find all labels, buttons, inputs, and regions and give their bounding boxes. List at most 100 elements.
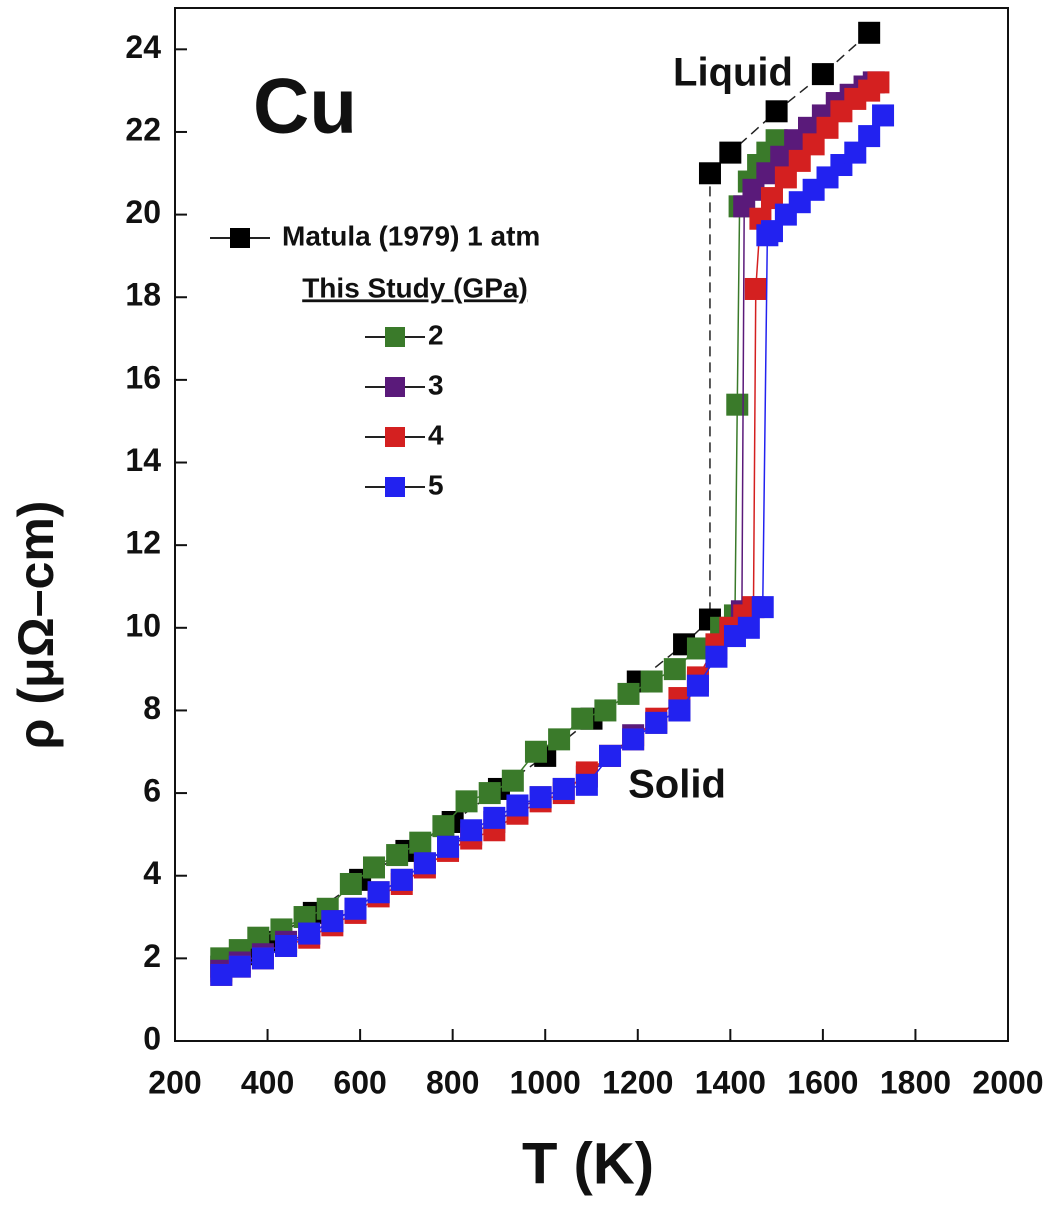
data-point — [321, 910, 344, 933]
y-tick-label: 6 — [143, 773, 161, 809]
data-point — [698, 162, 721, 185]
data-point — [210, 963, 233, 986]
legend-marker — [385, 377, 405, 397]
data-point — [858, 125, 881, 148]
data-point — [802, 133, 825, 156]
x-tick-label: 2000 — [972, 1064, 1043, 1100]
x-axis-label: T (K) — [522, 1131, 654, 1196]
data-point — [756, 162, 779, 185]
legend-label: 5 — [428, 469, 444, 500]
legend-label: 2 — [428, 319, 444, 350]
x-tick-label: 600 — [333, 1064, 386, 1100]
data-point — [552, 777, 575, 800]
data-point — [367, 881, 390, 904]
y-tick-label: 24 — [125, 29, 161, 65]
data-point — [645, 711, 668, 734]
data-point — [872, 104, 895, 127]
y-axis-label: ρ (μΩ–cm) — [8, 501, 64, 750]
data-point — [362, 856, 385, 879]
data-point — [668, 699, 691, 722]
data-point — [816, 116, 839, 139]
data-point — [640, 670, 663, 693]
y-tick-label: 4 — [143, 855, 161, 891]
data-point — [719, 141, 742, 164]
data-point — [228, 955, 251, 978]
data-point — [501, 769, 524, 792]
data-point — [663, 658, 686, 681]
data-point — [293, 906, 316, 929]
data-point — [686, 674, 709, 697]
legend-marker — [230, 228, 250, 248]
legend-title: This Study (GPa) — [302, 272, 528, 303]
data-point — [483, 806, 506, 829]
data-point — [811, 63, 834, 86]
data-point — [575, 773, 598, 796]
y-tick-label: 14 — [125, 442, 161, 478]
annotation: Solid — [628, 763, 726, 807]
data-point — [742, 178, 765, 201]
data-point — [705, 645, 728, 668]
x-tick-label: 800 — [426, 1064, 479, 1100]
y-tick-label: 8 — [143, 690, 161, 726]
data-point — [275, 934, 298, 957]
data-point — [686, 637, 709, 660]
data-point — [437, 835, 460, 858]
data-point — [548, 728, 571, 751]
data-point — [622, 728, 645, 751]
y-tick-label: 18 — [125, 277, 161, 313]
data-point — [413, 852, 436, 875]
x-tick-label: 1000 — [510, 1064, 581, 1100]
x-tick-label: 1600 — [787, 1064, 858, 1100]
data-point — [339, 872, 362, 895]
data-point — [765, 100, 788, 123]
data-point — [765, 129, 788, 152]
legend-marker — [385, 477, 405, 497]
data-point — [760, 220, 783, 243]
legend-marker — [385, 327, 405, 347]
data-point — [298, 922, 321, 945]
data-point — [455, 790, 478, 813]
data-point — [867, 71, 890, 94]
data-point — [529, 786, 552, 809]
y-tick-label: 2 — [143, 938, 161, 974]
data-point — [844, 141, 867, 164]
annotation: Liquid — [673, 51, 793, 95]
legend-label: Matula (1979) 1 atm — [282, 220, 540, 251]
y-tick-label: 12 — [125, 525, 161, 561]
y-tick-label: 0 — [143, 1020, 161, 1056]
data-point — [858, 21, 881, 44]
data-point — [247, 926, 270, 949]
data-point — [774, 166, 797, 189]
data-point — [617, 682, 640, 705]
data-point — [409, 831, 432, 854]
data-point — [460, 819, 483, 842]
data-point — [478, 782, 501, 805]
chart-title: Cu — [253, 62, 357, 150]
legend-label: 3 — [428, 369, 444, 400]
y-tick-label: 22 — [125, 111, 161, 147]
data-point — [599, 744, 622, 767]
data-point — [744, 277, 767, 300]
y-tick-label: 10 — [125, 607, 161, 643]
x-tick-label: 1800 — [880, 1064, 951, 1100]
data-point — [506, 794, 529, 817]
data-point — [737, 616, 760, 639]
x-tick-label: 1400 — [695, 1064, 766, 1100]
x-tick-label: 400 — [241, 1064, 294, 1100]
data-point — [760, 187, 783, 210]
legend-label: 4 — [428, 419, 444, 450]
data-point — [751, 596, 774, 619]
data-point — [788, 149, 811, 172]
data-point — [524, 740, 547, 763]
data-point — [770, 145, 793, 168]
data-point — [390, 868, 413, 891]
data-point — [594, 699, 617, 722]
y-tick-label: 16 — [125, 359, 161, 395]
x-tick-label: 1200 — [602, 1064, 673, 1100]
data-point — [571, 707, 594, 730]
data-point — [251, 947, 274, 970]
data-point — [344, 897, 367, 920]
plot-frame — [174, 7, 1009, 1042]
y-tick-label: 20 — [125, 194, 161, 230]
data-point — [386, 844, 409, 867]
